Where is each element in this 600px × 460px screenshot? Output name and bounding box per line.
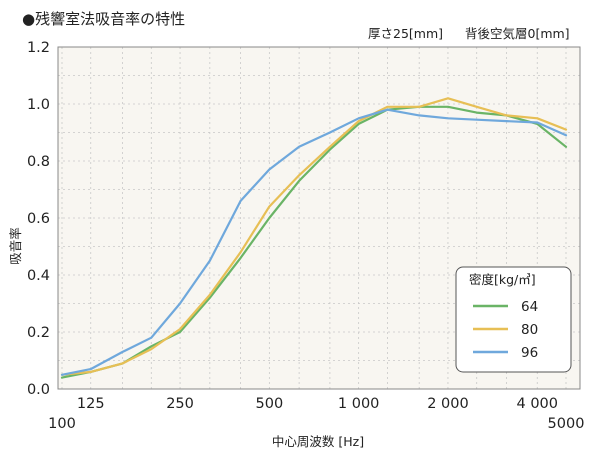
y-axis-label: 吸音率 [8, 227, 23, 265]
y-tick-label: 0.0 [27, 382, 50, 398]
legend-box [455, 266, 572, 373]
y-tick-label: 0.4 [27, 268, 50, 284]
x-tick-label: 4 000 [516, 396, 558, 412]
y-axis-ticks: 0.0 0.2 0.4 0.6 0.8 1.0 1.2 [27, 40, 50, 398]
series-line-96 [60, 108, 568, 376]
legend-title: 密度[kg/㎥] [469, 272, 536, 287]
y-tick-label: 0.6 [27, 211, 50, 227]
x-tick-label: 1 000 [338, 396, 380, 412]
plot-frame [57, 46, 581, 390]
y-tick-label: 0.2 [27, 325, 50, 341]
grid [58, 47, 580, 389]
x-axis-ticks: 125 250 500 1 000 2 000 4 000 100 5000 [48, 396, 584, 432]
subtitle-thickness: 厚さ25[mm] [368, 26, 443, 41]
x-axis-label: 中心周波数 [Hz] [272, 434, 364, 449]
x-tick-label: 125 [77, 396, 105, 412]
x-tick-label: 2 000 [427, 396, 469, 412]
x-tick-label: 500 [256, 396, 284, 412]
y-tick-label: 0.8 [27, 154, 50, 170]
x-tick-label: 100 [48, 416, 76, 432]
y-tick-label: 1.0 [27, 97, 50, 113]
legend-label-64: 64 [521, 299, 538, 315]
chart-title: ●残響室法吸音率の特性 [22, 10, 185, 28]
x-tick-label: 250 [166, 396, 194, 412]
series-lines [60, 97, 568, 379]
x-tick-label: 5000 [548, 416, 585, 432]
series-line-64 [60, 105, 568, 379]
legend-label-96: 96 [521, 345, 538, 361]
subtitle-air-layer: 背後空気層0[mm] [465, 26, 570, 41]
legend: 密度[kg/㎥] 64 80 96 [455, 266, 572, 373]
y-tick-label: 1.2 [27, 40, 50, 56]
legend-label-80: 80 [521, 322, 538, 338]
series-line-80 [60, 97, 568, 376]
